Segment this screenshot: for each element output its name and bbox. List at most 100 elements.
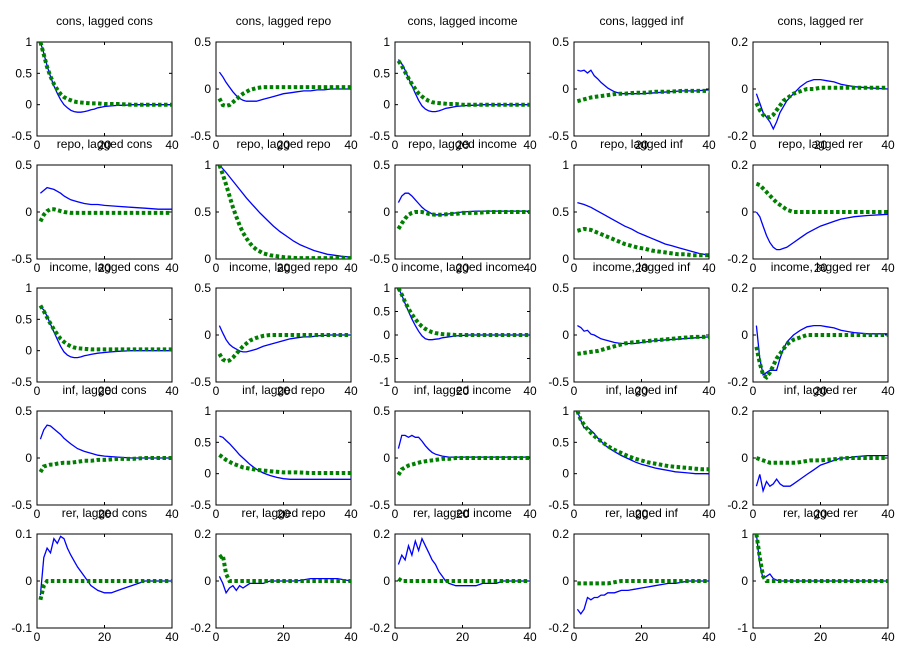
- dotted-series-line: [575, 411, 709, 472]
- y-tick-label: 0: [741, 328, 748, 342]
- dotted-series-line: [217, 85, 351, 108]
- axes-box: [215, 164, 352, 260]
- y-tick-label: 0: [383, 98, 390, 112]
- x-tick-label: 0: [34, 261, 41, 275]
- axes-box: [573, 164, 710, 260]
- dotted-series-line: [38, 456, 172, 474]
- y-tick-label: 0: [204, 328, 211, 342]
- y-tick-label: -0.5: [548, 375, 569, 389]
- x-tick-label: 40: [344, 261, 358, 275]
- x-tick-label: 0: [392, 138, 399, 152]
- y-tick-label: 0: [204, 252, 211, 266]
- y-tick-label: 0: [25, 205, 32, 219]
- x-tick-label: 0: [571, 630, 578, 644]
- subplot-title: inf, lagged repo: [242, 383, 325, 397]
- x-tick-label: 0: [213, 630, 220, 644]
- x-tick-label: 0: [34, 384, 41, 398]
- x-tick-label: 0: [571, 384, 578, 398]
- dotted-series-line: [576, 226, 709, 258]
- y-tick-label: 0: [383, 451, 390, 465]
- axes-box: [36, 287, 173, 383]
- x-tick-label: 40: [702, 630, 716, 644]
- x-tick-label: 40: [344, 630, 358, 644]
- x-tick-label: 0: [571, 261, 578, 275]
- x-tick-label: 20: [277, 138, 291, 152]
- y-tick-label: 0: [741, 574, 748, 588]
- subplot-title: rer, lagged rer: [783, 506, 858, 520]
- y-tick-label: 1: [562, 404, 569, 418]
- y-tick-label: 0.5: [194, 281, 211, 295]
- x-tick-label: 20: [814, 630, 828, 644]
- y-tick-label: -0.1: [11, 621, 32, 635]
- dotted-series-line: [38, 579, 172, 601]
- axes-box: [36, 164, 173, 260]
- x-tick-label: 20: [635, 384, 649, 398]
- y-tick-label: 0.5: [373, 404, 390, 418]
- y-tick-label: 0: [741, 205, 748, 219]
- x-tick-label: 0: [213, 384, 220, 398]
- dotted-series-line: [755, 456, 888, 465]
- solid-series-line: [219, 435, 351, 480]
- dotted-series-line: [754, 85, 888, 120]
- x-tick-label: 0: [213, 507, 220, 521]
- y-tick-label: 0.5: [15, 312, 32, 326]
- x-tick-label: 0: [750, 630, 757, 644]
- x-tick-label: 20: [456, 384, 470, 398]
- y-tick-label: 0: [25, 451, 32, 465]
- y-tick-label: 0.2: [552, 527, 569, 541]
- y-tick-label: 0.2: [731, 35, 748, 49]
- solid-series-line: [755, 454, 888, 494]
- y-tick-label: 0.5: [373, 305, 390, 319]
- y-tick-label: -0.5: [548, 498, 569, 512]
- x-tick-label: 0: [392, 261, 399, 275]
- x-tick-label: 20: [635, 261, 649, 275]
- y-tick-label: -0.5: [369, 498, 390, 512]
- x-tick-label: 20: [814, 384, 828, 398]
- x-tick-label: 40: [523, 384, 537, 398]
- solid-series-line: [39, 535, 172, 596]
- axes-box: [215, 410, 352, 506]
- axes-box: [752, 410, 889, 506]
- subplot-title: income, lagged rer: [771, 260, 870, 274]
- dotted-series-line: [396, 456, 530, 476]
- y-tick-label: -0.2: [727, 252, 748, 266]
- y-tick-label: 0: [562, 467, 569, 481]
- x-tick-label: 0: [392, 507, 399, 521]
- x-tick-label: 40: [702, 261, 716, 275]
- y-tick-label: 1: [562, 158, 569, 172]
- y-tick-label: -0.5: [11, 375, 32, 389]
- x-tick-label: 40: [523, 630, 537, 644]
- y-tick-label: 0: [383, 328, 390, 342]
- subplot-title: cons, lagged income: [407, 14, 517, 28]
- y-tick-label: -0.5: [190, 375, 211, 389]
- y-tick-label: -0.5: [11, 252, 32, 266]
- x-tick-label: 40: [702, 507, 716, 521]
- dotted-series-line: [754, 534, 888, 583]
- subplot-title: income, lagged cons: [49, 260, 159, 274]
- x-tick-label: 20: [98, 507, 112, 521]
- axes-box: [36, 41, 173, 137]
- solid-series-line: [397, 288, 530, 341]
- subplot-title: repo, lagged repo: [236, 137, 330, 151]
- y-tick-label: 1: [383, 281, 390, 295]
- subplot-title: inf, lagged inf: [606, 383, 678, 397]
- y-tick-label: 0: [204, 574, 211, 588]
- solid-series-line: [218, 165, 351, 258]
- x-tick-label: 20: [814, 261, 828, 275]
- x-tick-label: 20: [456, 261, 470, 275]
- x-tick-label: 20: [456, 630, 470, 644]
- x-tick-label: 20: [635, 138, 649, 152]
- y-tick-label: 0.2: [731, 281, 748, 295]
- dotted-series-line: [754, 333, 888, 381]
- subplot-title: cons, lagged inf: [599, 14, 684, 28]
- subplot-title: rer, lagged repo: [241, 506, 325, 520]
- x-tick-label: 0: [34, 507, 41, 521]
